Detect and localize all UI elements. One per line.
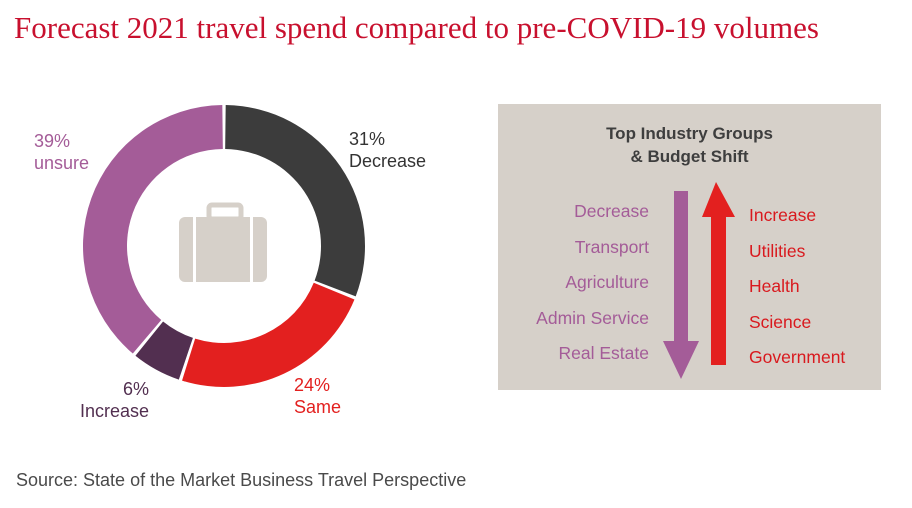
donut-slice-increase: [135, 321, 193, 380]
suitcase-icon: [179, 202, 267, 282]
donut-chart: [82, 105, 365, 387]
decrease-item: Real Estate: [558, 343, 649, 363]
slice-name: unsure: [34, 153, 90, 173]
decrease-item: Admin Service: [536, 307, 649, 328]
slice-name: Same: [294, 397, 342, 417]
slice-label-same: 24% Same: [294, 374, 341, 418]
slice-percent: 24%: [294, 375, 331, 395]
slice-name: Increase: [79, 401, 149, 421]
slice-percent: 31%: [349, 129, 386, 149]
slice-percent: 39%: [34, 131, 71, 151]
decrease-item: Decrease: [574, 201, 649, 221]
slice-percent: 6%: [122, 379, 149, 399]
slice-label-decrease: 31% Decrease: [349, 128, 426, 172]
donut-slice-unsure: [82, 105, 223, 354]
increase-item: Science: [749, 311, 812, 332]
slice-name: Decrease: [349, 151, 427, 171]
budget-shift-arrows: [663, 182, 735, 379]
down-arrow-icon: [663, 191, 699, 379]
source-note: Source: State of the Market Business Tra…: [16, 470, 467, 490]
panel-title-line2: & Budget Shift: [630, 147, 749, 166]
up-arrow-icon: [702, 182, 735, 365]
slice-label-increase: 6% Increase: [80, 378, 149, 422]
industry-groups-panel: Top Industry Groups & Budget Shift Decre…: [498, 104, 881, 390]
page-title: Forecast 2021 travel spend compared to p…: [14, 10, 819, 45]
increase-item: Health: [749, 276, 800, 296]
donut-slice-same: [182, 282, 355, 387]
increase-list: Increase Utilities Health Science Govern…: [749, 198, 845, 376]
increase-item: Government: [749, 347, 846, 367]
donut-slice-decrease: [225, 105, 365, 297]
panel-title-line1: Top Industry Groups: [606, 124, 773, 143]
increase-item: Utilities: [749, 240, 806, 261]
decrease-list: Decrease Transport Agriculture Admin Ser…: [536, 194, 649, 372]
panel-title: Top Industry Groups & Budget Shift: [498, 122, 881, 168]
increase-item: Increase: [749, 205, 817, 225]
slice-label-unsure: 39% unsure: [34, 130, 89, 174]
decrease-item: Transport: [574, 236, 649, 257]
decrease-item: Agriculture: [565, 272, 649, 292]
